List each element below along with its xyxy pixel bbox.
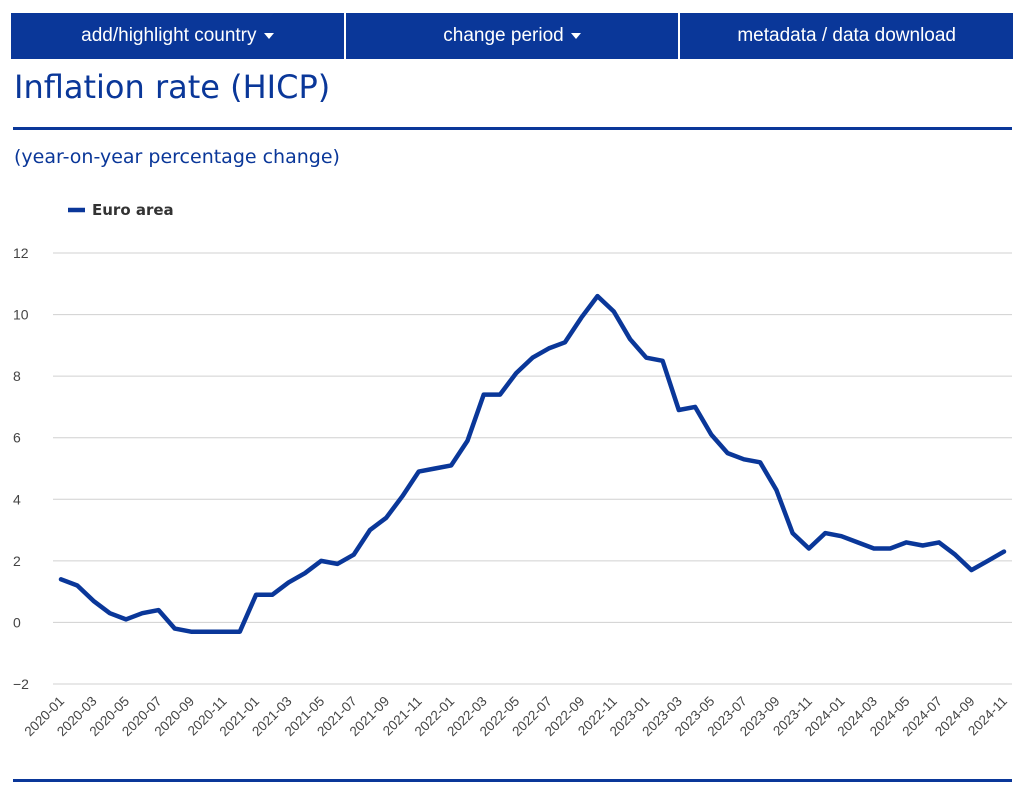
add-highlight-country-button[interactable]: add/highlight country bbox=[11, 13, 346, 59]
metadata-download-label: metadata / data download bbox=[737, 25, 957, 46]
data-point bbox=[270, 593, 274, 597]
data-point bbox=[856, 540, 860, 544]
title-divider bbox=[13, 127, 1012, 130]
data-point bbox=[108, 611, 112, 615]
data-point bbox=[417, 469, 421, 474]
footer-divider bbox=[13, 779, 1012, 782]
data-point bbox=[888, 546, 892, 551]
y-tick-label: 10 bbox=[13, 307, 29, 323]
data-point bbox=[482, 393, 486, 397]
data-point bbox=[628, 337, 632, 341]
add-highlight-country-label: add/highlight country bbox=[81, 25, 257, 46]
data-point bbox=[758, 460, 762, 464]
data-point bbox=[189, 630, 193, 634]
data-point bbox=[514, 371, 518, 375]
data-point bbox=[287, 580, 291, 585]
data-point bbox=[156, 608, 161, 612]
y-tick-label: −2 bbox=[13, 676, 29, 692]
data-point bbox=[238, 630, 242, 634]
data-point bbox=[904, 540, 909, 544]
data-point bbox=[303, 571, 307, 575]
data-point bbox=[644, 356, 648, 360]
data-point bbox=[254, 593, 258, 597]
data-point bbox=[872, 546, 876, 551]
data-point bbox=[937, 540, 941, 544]
data-point bbox=[368, 528, 372, 532]
data-point bbox=[75, 583, 79, 588]
metadata-download-button[interactable]: metadata / data download bbox=[680, 13, 1013, 59]
data-point bbox=[221, 630, 226, 634]
data-point bbox=[498, 393, 502, 397]
data-point bbox=[774, 488, 778, 492]
caret-down-icon bbox=[263, 33, 274, 39]
data-point bbox=[530, 356, 535, 360]
data-point bbox=[595, 294, 600, 298]
data-point bbox=[449, 463, 453, 468]
data-point bbox=[726, 451, 730, 455]
y-tick-label: 4 bbox=[13, 491, 21, 507]
data-point bbox=[807, 546, 811, 551]
data-point bbox=[612, 309, 616, 314]
change-period-label: change period bbox=[443, 25, 564, 46]
data-point bbox=[465, 439, 470, 443]
data-point bbox=[579, 316, 583, 320]
data-point bbox=[839, 534, 844, 538]
series-line-euro-area bbox=[58, 293, 1007, 634]
data-point bbox=[742, 457, 746, 461]
data-point bbox=[319, 559, 323, 563]
data-point bbox=[547, 346, 551, 351]
data-point bbox=[384, 516, 388, 520]
data-point bbox=[124, 617, 128, 621]
data-point bbox=[173, 626, 177, 631]
data-point bbox=[921, 543, 925, 548]
y-tick-label: 0 bbox=[13, 614, 21, 630]
data-point bbox=[953, 553, 957, 557]
data-point bbox=[660, 359, 665, 363]
data-point bbox=[986, 559, 990, 563]
y-tick-label: 8 bbox=[13, 368, 21, 384]
y-tick-label: 2 bbox=[13, 553, 21, 569]
y-tick-label: 12 bbox=[13, 245, 29, 261]
data-point bbox=[677, 408, 681, 412]
inflation-line-chart: −20246810122020-012020-032020-052020-072… bbox=[13, 201, 1012, 739]
top-navigation-bar: add/highlight country change period meta… bbox=[11, 13, 1013, 59]
data-point bbox=[400, 494, 405, 498]
data-point bbox=[91, 599, 96, 603]
data-point bbox=[335, 562, 339, 566]
page-title: Inflation rate (HICP) bbox=[14, 68, 331, 106]
data-point bbox=[433, 466, 437, 471]
change-period-button[interactable]: change period bbox=[346, 13, 681, 59]
data-point bbox=[823, 531, 827, 535]
data-point bbox=[59, 577, 63, 581]
data-point bbox=[563, 340, 567, 344]
caret-down-icon bbox=[570, 33, 581, 39]
data-point bbox=[140, 611, 144, 615]
data-point bbox=[1002, 550, 1006, 554]
data-point bbox=[205, 630, 209, 634]
data-point bbox=[709, 433, 713, 437]
page-subtitle: (year-on-year percentage change) bbox=[14, 146, 340, 168]
data-point bbox=[352, 553, 356, 557]
data-point bbox=[969, 568, 974, 572]
y-tick-label: 6 bbox=[13, 430, 21, 446]
data-point bbox=[693, 405, 697, 409]
data-point bbox=[791, 531, 795, 535]
legend-label: Euro area bbox=[92, 201, 174, 219]
